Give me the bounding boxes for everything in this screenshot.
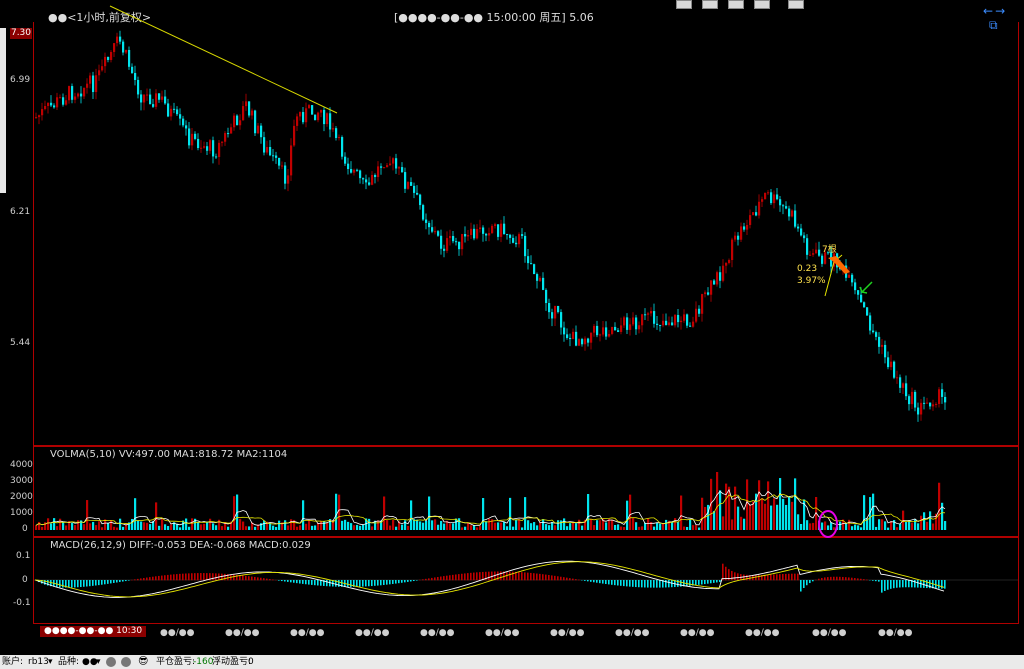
volume-axis-label: 4000 xyxy=(10,460,33,470)
variety-label: 品种: xyxy=(58,657,80,667)
x-axis-tick: ●●/●● xyxy=(160,628,195,638)
account-label: 账户: xyxy=(2,657,24,667)
dropdown-arrow-icon[interactable]: ▾ xyxy=(96,657,101,667)
dropdown-arrow-icon[interactable]: ▾ xyxy=(48,657,53,667)
current-price-tag: 7.30 xyxy=(10,28,32,39)
price-label: 6.99 xyxy=(10,75,31,85)
price-label: 6.21 xyxy=(10,207,31,217)
toolbar-button-4[interactable] xyxy=(754,0,770,9)
x-axis-tick: ●●/●● xyxy=(485,628,520,638)
account-value[interactable]: rb13 xyxy=(28,657,49,667)
chart-title: ●●<1小时,前复权> xyxy=(48,11,152,24)
macd-diff-line xyxy=(34,560,945,598)
x-axis-cursor-label: ●●●●-●●-●● 10:30 xyxy=(40,626,147,637)
float-pnl-label: 浮动盈亏: xyxy=(212,657,252,667)
flat-pnl-label: 平仓盈亏: xyxy=(156,657,196,667)
volume-indicator-label: VOLMA(5,10) VV:497.00 MA1:818.72 MA2:110… xyxy=(50,449,288,460)
arrow-right-icon[interactable]: → xyxy=(995,4,1008,18)
restore-window-icon[interactable]: ⧉ xyxy=(989,18,1000,32)
annotation-percent: 3.97% xyxy=(797,276,826,286)
float-pnl-value: 0 xyxy=(248,657,254,667)
x-axis-tick: ●●/●● xyxy=(290,628,325,638)
face-icon[interactable]: 😎 xyxy=(138,656,149,667)
x-axis-tick: ●●/●● xyxy=(878,628,913,638)
toolbar-button-3[interactable] xyxy=(728,0,744,9)
volume-ma2-line xyxy=(35,493,946,526)
toolbar-button-5[interactable] xyxy=(788,0,804,9)
price-panel[interactable] xyxy=(33,22,1019,446)
cursor-datetime: [●●●●-●●-●● 15:00:00 周五] 5.06 xyxy=(394,11,594,24)
macd-panel[interactable] xyxy=(33,537,1019,624)
x-axis-tick: ●●/●● xyxy=(680,628,715,638)
orange-arrow-icon xyxy=(828,256,850,274)
annotation-bars: 7根 xyxy=(822,243,837,255)
x-axis-tick: ●●/●● xyxy=(225,628,260,638)
variety-value[interactable]: ●● xyxy=(82,657,98,667)
flat-pnl-value: -160 xyxy=(193,657,214,667)
toolbar-button-2[interactable] xyxy=(702,0,718,9)
settings-circle-icon[interactable] xyxy=(121,657,131,667)
x-axis-tick: ●●/●● xyxy=(420,628,455,638)
status-bar: 账户: rb13 ▾ 品种: ●● ▾ 😎 平仓盈亏: -160 浮动盈亏: 0 xyxy=(0,655,1024,669)
left-tab xyxy=(0,0,6,28)
green-arrow-icon xyxy=(859,281,873,294)
volume-axis-label: 0 xyxy=(22,524,28,534)
volume-panel[interactable] xyxy=(33,446,1019,537)
macd-indicator-label: MACD(26,12,9) DIFF:-0.053 DEA:-0.068 MAC… xyxy=(50,540,311,551)
x-axis-tick: ●●/●● xyxy=(745,628,780,638)
candlestick-series xyxy=(35,30,947,422)
macd-axis-label: 0 xyxy=(22,575,28,585)
macd-axis-label: -0.1 xyxy=(13,598,31,608)
left-side-strip[interactable] xyxy=(0,28,6,193)
price-label: 5.44 xyxy=(10,338,31,348)
x-axis-tick: ●●/●● xyxy=(355,628,390,638)
highlight-circle xyxy=(818,510,838,538)
top-toolbar xyxy=(676,0,810,9)
macd-histogram xyxy=(35,563,946,593)
x-axis-tick: ●●/●● xyxy=(812,628,847,638)
trendline xyxy=(109,5,338,114)
toolbar-button-1[interactable] xyxy=(676,0,692,9)
x-axis-tick: ●●/●● xyxy=(615,628,650,638)
macd-dea-line xyxy=(34,561,945,598)
macd-axis-label: 0.1 xyxy=(16,551,31,561)
arrow-left-icon[interactable]: ← xyxy=(983,4,996,18)
volume-ma1-line xyxy=(35,488,946,526)
volume-axis-label: 3000 xyxy=(10,476,33,486)
minus-circle-icon[interactable] xyxy=(106,657,116,667)
volume-axis-label: 1000 xyxy=(10,508,33,518)
volume-axis-label: 2000 xyxy=(10,492,33,502)
range-annotation: 7根 0.23 3.97% xyxy=(797,243,873,297)
annotation-change: 0.23 xyxy=(797,264,817,274)
x-axis-tick: ●●/●● xyxy=(550,628,585,638)
nav-icons: ←→ ⧉ xyxy=(983,4,1024,33)
